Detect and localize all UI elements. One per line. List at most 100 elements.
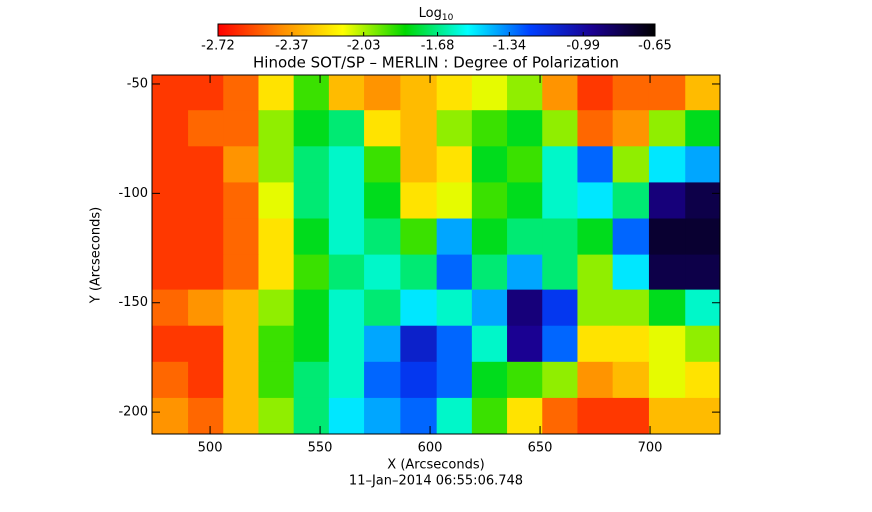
heatmap-cell (471, 397, 508, 435)
heatmap-cell (577, 75, 614, 111)
heatmap-cell (400, 75, 438, 111)
heatmap-cell (507, 289, 543, 327)
heatmap-cell (152, 218, 189, 256)
x-tick-label: 700 (638, 441, 663, 456)
heatmap-cell (152, 325, 189, 363)
heatmap-cell (471, 182, 508, 220)
heatmap-cell (685, 218, 721, 256)
heatmap-cell (188, 325, 224, 363)
heatmap-cell (223, 325, 259, 363)
heatmap-cell (400, 254, 438, 291)
colorbar-label-sub: 10 (442, 13, 454, 23)
heatmap-cell (223, 361, 259, 399)
x-tick-label: 650 (528, 441, 553, 456)
heatmap-cell (400, 110, 438, 147)
heatmap-cell (258, 218, 295, 256)
heatmap-cell (293, 218, 330, 256)
heatmap-cell (328, 254, 365, 291)
colorbar-tick-label: -1.68 (421, 39, 455, 54)
heatmap-cell (364, 110, 401, 147)
heatmap-cell (364, 218, 401, 256)
heatmap-cell (152, 75, 189, 111)
heatmap-cell (577, 325, 614, 363)
heatmap-cell (648, 146, 686, 183)
heatmap-cell (152, 397, 189, 435)
x-tick-label: 500 (198, 441, 223, 456)
colorbar-tick-label: -2.03 (347, 39, 381, 54)
heatmap-cell (364, 325, 401, 363)
colorbar-tick-label: -2.72 (201, 39, 235, 54)
heatmap-cell (612, 325, 650, 363)
heatmap-cell (542, 110, 578, 147)
heatmap-cell (152, 146, 189, 183)
colorbar-tick-label: -1.34 (493, 39, 527, 54)
heatmap-cell (471, 254, 508, 291)
heatmap-cell (685, 397, 721, 435)
heatmap-cell (293, 397, 330, 435)
heatmap-cell (577, 182, 614, 220)
heatmap-cell (223, 254, 259, 291)
heatmap-cell (577, 289, 614, 327)
x-tick-label: 550 (308, 441, 333, 456)
heatmap-cell (612, 146, 650, 183)
heatmap-cell (223, 289, 259, 327)
heatmap-cell (188, 110, 224, 147)
colorbar-label-main: Log (419, 6, 442, 21)
heatmap-cell (648, 182, 686, 220)
heatmap-cell (612, 218, 650, 256)
heatmap-cell (648, 75, 686, 111)
heatmap-cell (223, 75, 259, 111)
heatmap-cell (436, 254, 473, 291)
heatmap-cell (436, 182, 473, 220)
heatmap-cell (293, 361, 330, 399)
y-tick-label: -200 (118, 405, 148, 420)
heatmap-cell (258, 182, 295, 220)
heatmap-cell (577, 397, 614, 435)
heatmap-cell (507, 218, 543, 256)
heatmap-cell (507, 110, 543, 147)
heatmap-cell (293, 254, 330, 291)
chart-title: Hinode SOT/SP – MERLIN : Degree of Polar… (253, 54, 619, 72)
heatmap-cell (364, 75, 401, 111)
heatmap-cell (293, 75, 330, 111)
heatmap-cell (328, 110, 365, 147)
heatmap-cell (293, 289, 330, 327)
heatmap-cell (685, 110, 721, 147)
heatmap-cell (577, 110, 614, 147)
heatmap-cell (258, 254, 295, 291)
heatmap-cell (328, 361, 365, 399)
heatmap-cell (258, 361, 295, 399)
heatmap-cell (507, 254, 543, 291)
heatmap-cell (648, 325, 686, 363)
x-tick-label: 600 (418, 441, 443, 456)
heatmap-cell (542, 397, 578, 435)
heatmap-cell (152, 182, 189, 220)
heatmap-cell (328, 325, 365, 363)
heatmap-cell (542, 254, 578, 291)
heatmap-cell (364, 146, 401, 183)
heatmap-cell (648, 289, 686, 327)
heatmap-cell (436, 397, 473, 435)
heatmap-cell (400, 289, 438, 327)
heatmap-cell (152, 361, 189, 399)
heatmap-cell (542, 182, 578, 220)
y-axis-label: Y (Arcseconds) (89, 207, 104, 304)
heatmap-cell (223, 146, 259, 183)
heatmap-cell (258, 397, 295, 435)
heatmap-cell (612, 75, 650, 111)
heatmap-cell (328, 75, 365, 111)
heatmap-cell (542, 146, 578, 183)
heatmap-cell (152, 289, 189, 327)
heatmap-cell (471, 146, 508, 183)
heatmap-cell (612, 289, 650, 327)
heatmap-cell (685, 75, 721, 111)
axes: -2.72 -2.37 -2.03 -1.68 -1.34 -0.99 -0.65 500 55… (118, 32, 721, 456)
heatmap-cell (328, 218, 365, 256)
heatmap-cell (152, 254, 189, 291)
heatmap-cell (400, 182, 438, 220)
heatmap-cell (364, 182, 401, 220)
heatmap-cell (400, 218, 438, 256)
heatmap-cell (612, 254, 650, 291)
heatmap-cell (471, 110, 508, 147)
